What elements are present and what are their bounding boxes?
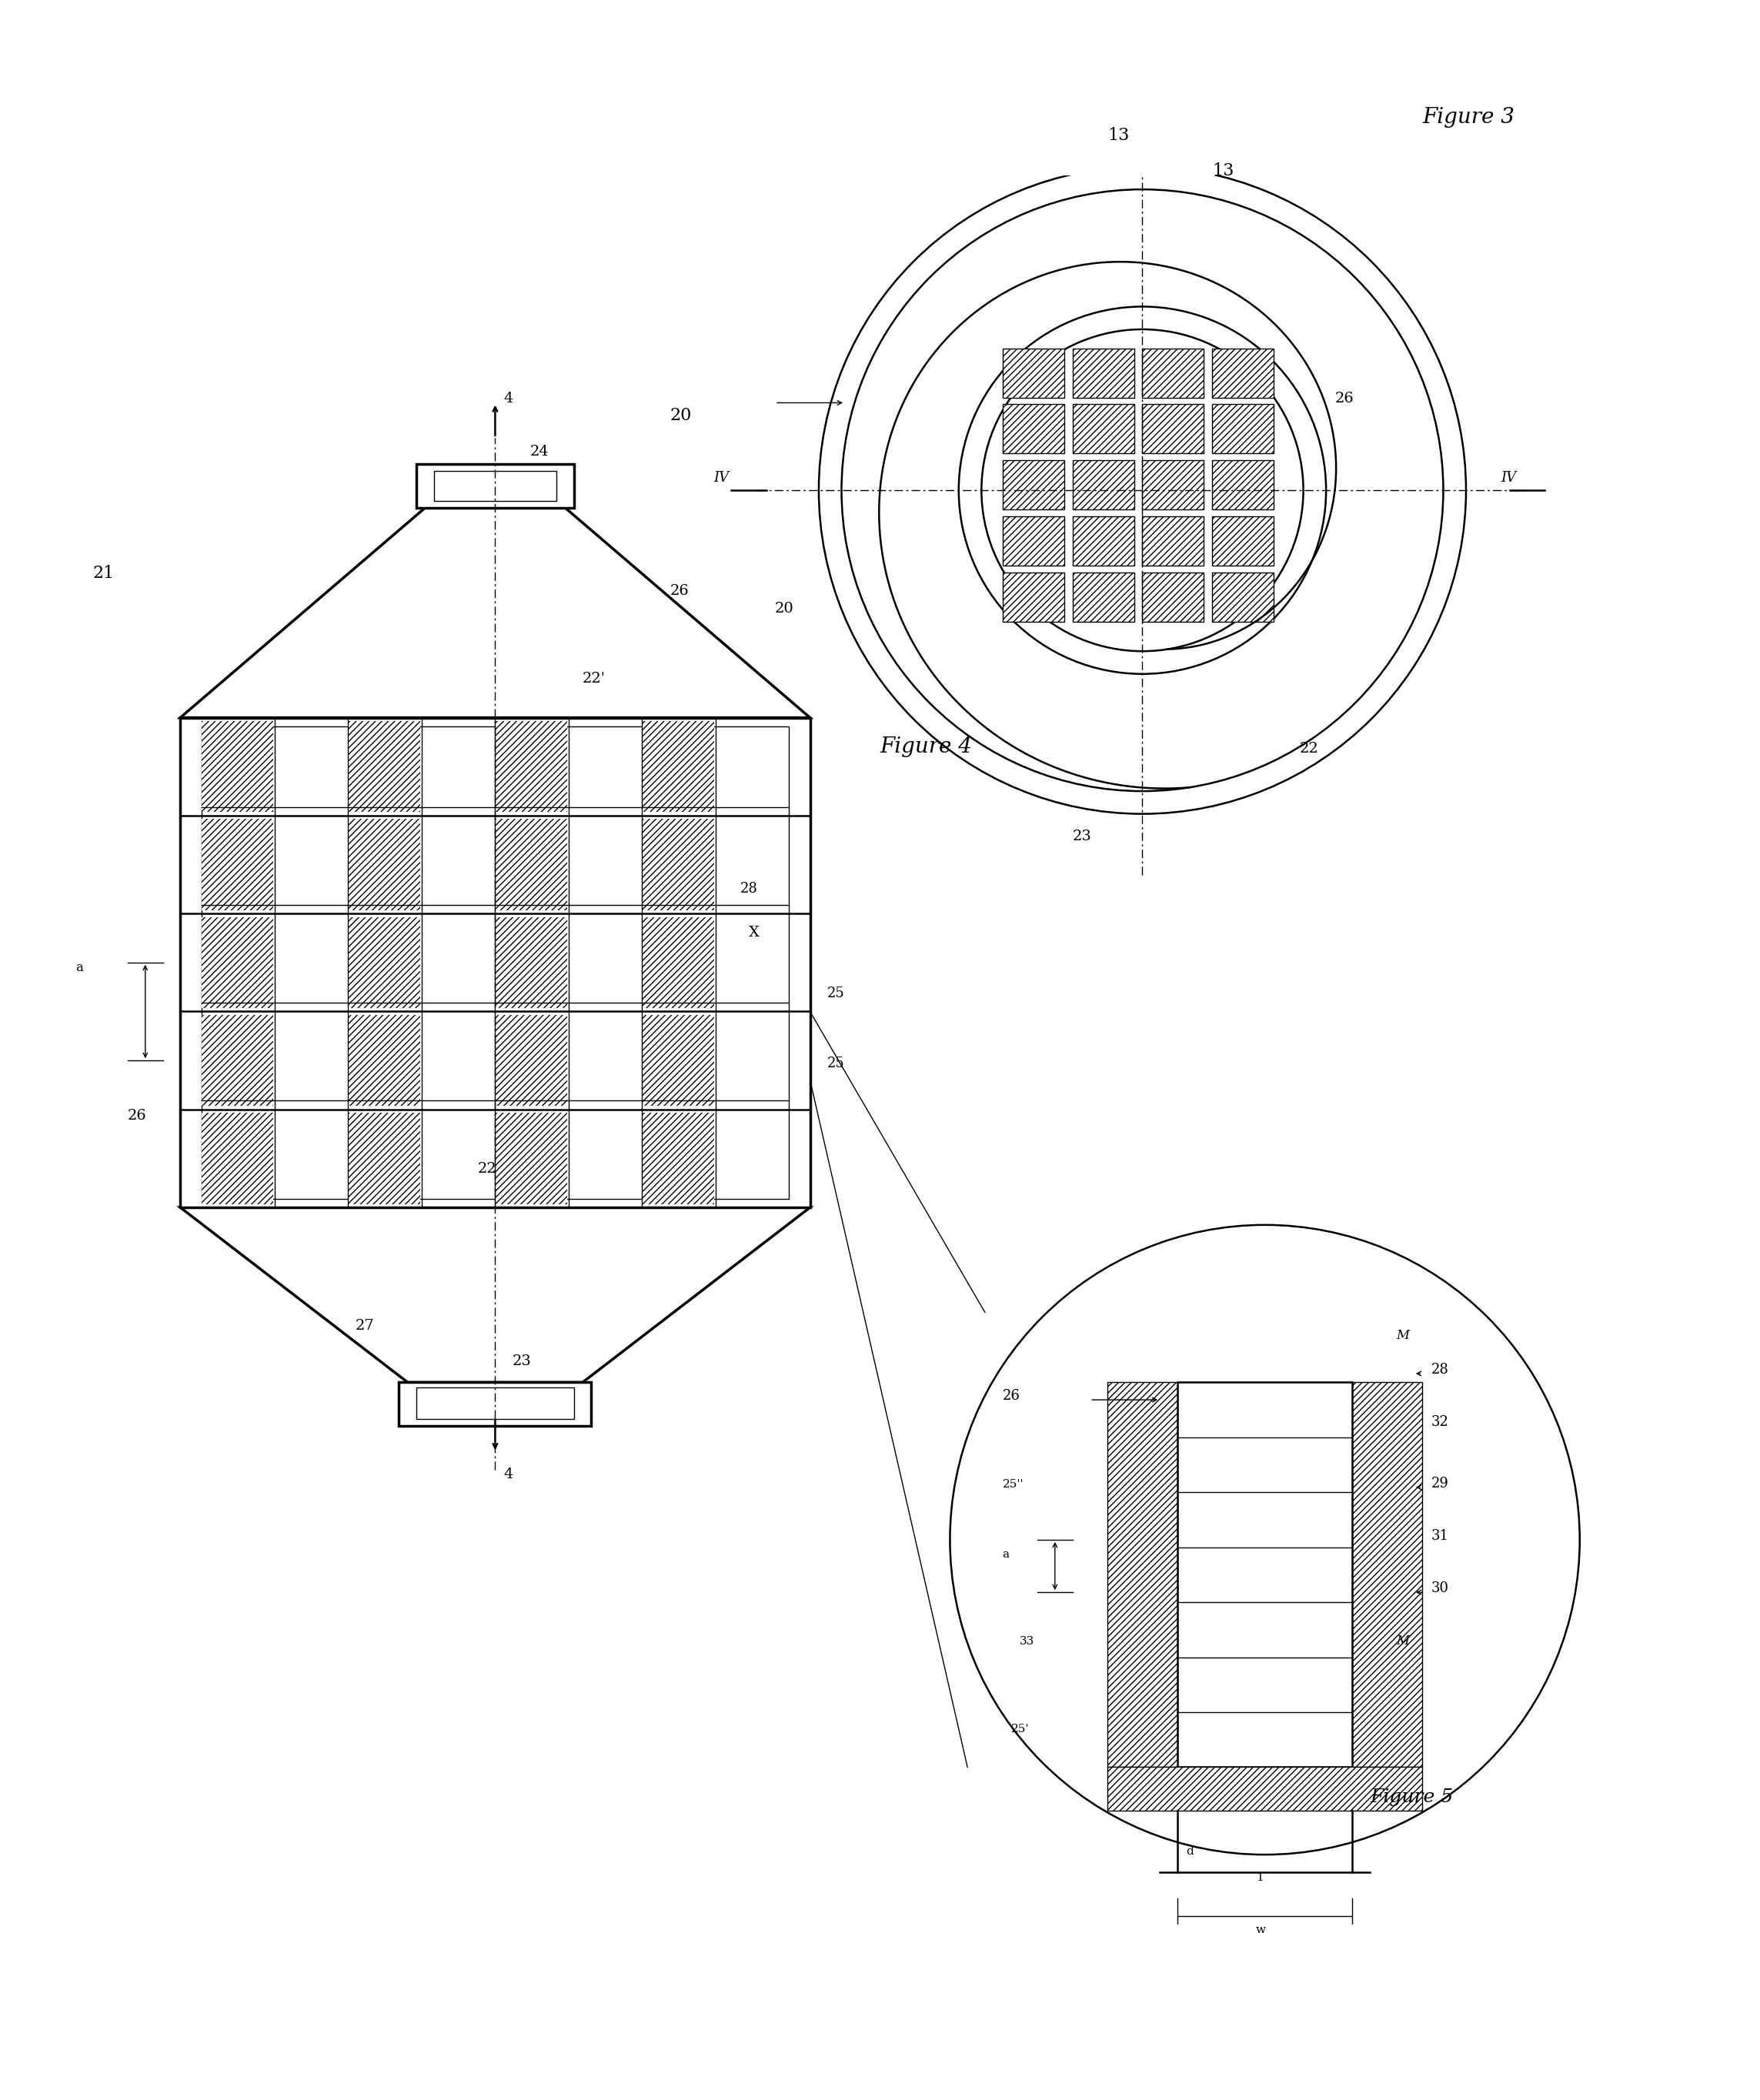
Bar — [1213, 405, 1274, 454]
Text: 22: 22 — [1301, 741, 1318, 756]
Bar — [1213, 517, 1274, 565]
Text: 26: 26 — [128, 1109, 146, 1124]
Text: 25: 25 — [827, 1056, 845, 1071]
Bar — [495, 1014, 567, 1107]
Bar — [1213, 460, 1274, 510]
Text: 25'': 25'' — [1003, 1478, 1024, 1489]
Text: 26: 26 — [1003, 1388, 1021, 1403]
Bar — [417, 464, 574, 508]
Text: 21: 21 — [93, 565, 114, 582]
Text: 23: 23 — [512, 1355, 532, 1367]
Bar — [1072, 349, 1133, 397]
Bar — [201, 819, 273, 909]
Bar — [348, 918, 421, 1008]
Text: Figure 3: Figure 3 — [1422, 107, 1515, 128]
Bar — [201, 918, 273, 1008]
Text: M: M — [1396, 1634, 1410, 1649]
Text: 26: 26 — [1334, 393, 1353, 405]
Text: 26: 26 — [671, 584, 690, 598]
Bar — [400, 1382, 591, 1426]
Bar — [1142, 571, 1204, 622]
Text: 20: 20 — [774, 603, 794, 615]
Text: 32: 32 — [1431, 1415, 1448, 1430]
Text: 24: 24 — [530, 445, 549, 458]
Text: 4: 4 — [503, 1468, 514, 1483]
Bar — [201, 1014, 273, 1107]
Bar — [435, 470, 556, 500]
Bar — [201, 720, 273, 813]
Text: 13: 13 — [1213, 162, 1234, 179]
Text: 20: 20 — [671, 407, 692, 424]
Bar — [1142, 349, 1204, 397]
Text: 28: 28 — [739, 882, 757, 897]
Bar — [1072, 460, 1133, 510]
Bar — [1072, 571, 1133, 622]
Bar — [417, 1388, 574, 1420]
Bar — [348, 1113, 421, 1203]
Bar — [642, 819, 715, 909]
Bar — [1003, 349, 1065, 397]
Text: 29: 29 — [1431, 1476, 1448, 1491]
Bar — [1003, 517, 1065, 565]
Bar — [1213, 571, 1274, 622]
Text: 25': 25' — [1012, 1724, 1030, 1735]
Bar — [495, 819, 567, 909]
Text: X: X — [748, 926, 760, 939]
Bar — [180, 718, 810, 1208]
Text: 25: 25 — [827, 987, 845, 1000]
Bar — [1107, 1768, 1422, 1810]
Text: 31: 31 — [1431, 1529, 1448, 1544]
Text: 1: 1 — [1257, 1873, 1264, 1884]
Text: 27: 27 — [356, 1319, 375, 1334]
Bar — [348, 1014, 421, 1107]
Bar — [201, 1113, 273, 1203]
Text: Figure 4: Figure 4 — [880, 737, 972, 758]
Text: 13: 13 — [1107, 128, 1130, 145]
Text: 22: 22 — [477, 1161, 496, 1176]
Text: IV: IV — [1501, 470, 1517, 485]
Bar — [1107, 1382, 1177, 1768]
Text: IV: IV — [715, 470, 729, 485]
Bar — [495, 1113, 567, 1203]
Text: Figure 5: Figure 5 — [1369, 1789, 1454, 1806]
Bar — [1213, 349, 1274, 397]
Bar — [1177, 1382, 1352, 1768]
Text: w: w — [1257, 1926, 1265, 1936]
Bar — [201, 727, 788, 1199]
Text: a: a — [1003, 1550, 1010, 1560]
Text: 30: 30 — [1431, 1581, 1448, 1596]
Bar — [1003, 405, 1065, 454]
Text: 28: 28 — [1431, 1363, 1448, 1378]
Text: d: d — [1186, 1846, 1193, 1856]
Bar — [348, 720, 421, 813]
Bar — [1142, 405, 1204, 454]
Bar — [348, 819, 421, 909]
Bar — [1003, 571, 1065, 622]
Bar — [642, 918, 715, 1008]
Bar — [495, 720, 567, 813]
Bar — [1003, 460, 1065, 510]
Bar — [1072, 517, 1133, 565]
Text: 23: 23 — [1072, 830, 1091, 844]
Bar — [642, 1014, 715, 1107]
Bar — [495, 918, 567, 1008]
Text: a: a — [76, 962, 83, 974]
Text: 33: 33 — [1021, 1636, 1035, 1646]
Text: 4: 4 — [503, 393, 514, 405]
Text: 22': 22' — [583, 672, 605, 687]
Bar — [1142, 460, 1204, 510]
Bar — [1352, 1382, 1422, 1768]
Text: M: M — [1396, 1329, 1410, 1342]
Bar — [642, 1113, 715, 1203]
Bar — [1142, 517, 1204, 565]
Bar — [1072, 405, 1133, 454]
Bar — [642, 720, 715, 813]
